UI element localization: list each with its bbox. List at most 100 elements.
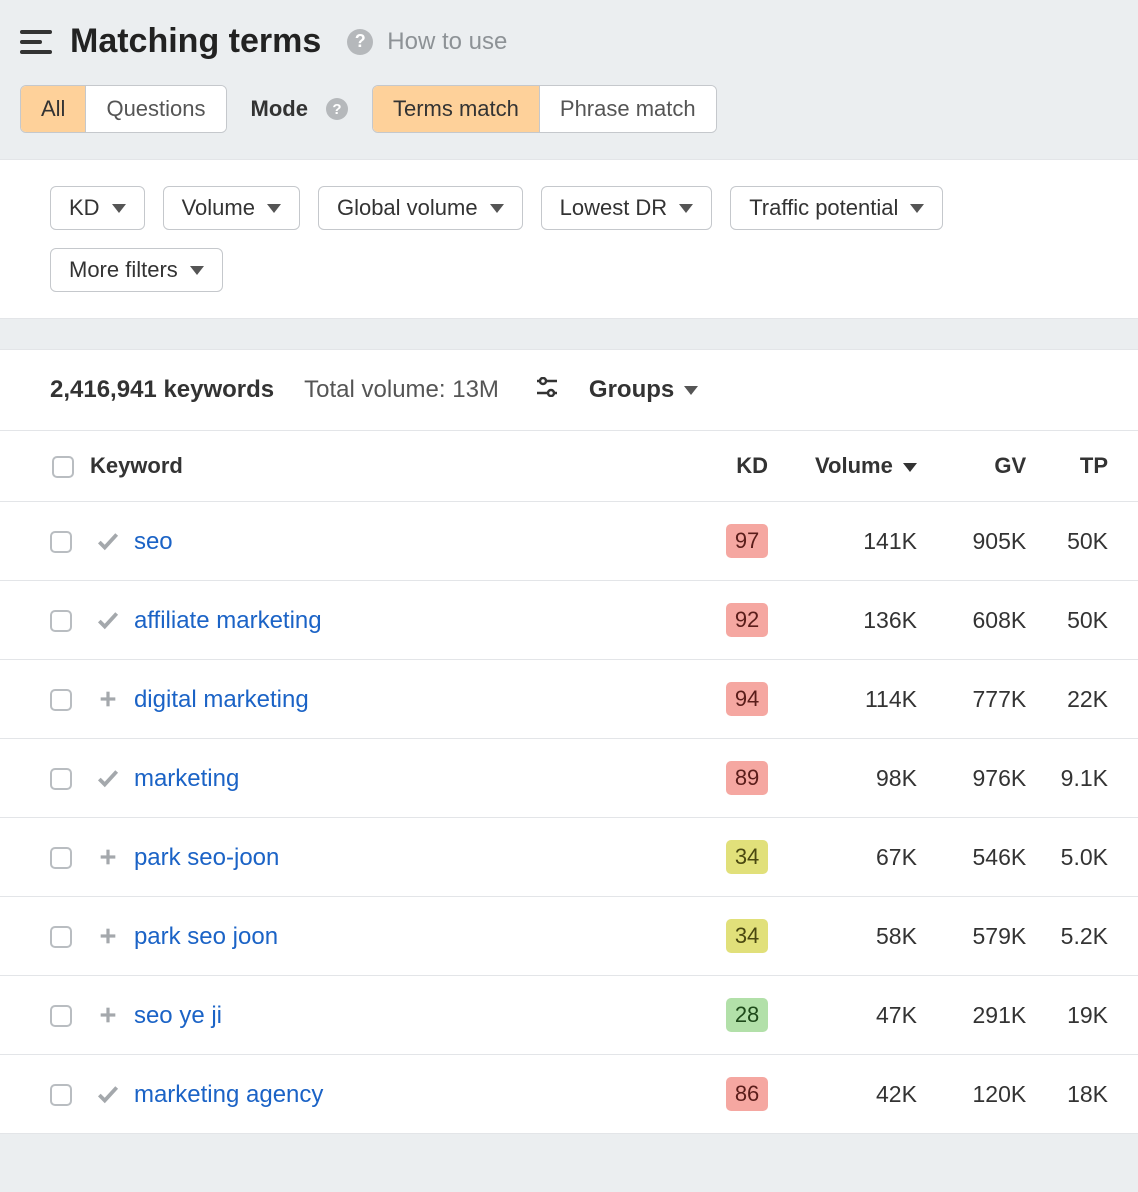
row-checkbox[interactable] bbox=[50, 847, 72, 869]
plus-icon[interactable] bbox=[94, 688, 122, 710]
groups-label: Groups bbox=[589, 376, 674, 404]
plus-icon[interactable] bbox=[94, 846, 122, 868]
row-keyword-cell: park seo joon bbox=[86, 897, 695, 976]
mode-label-text: Mode bbox=[251, 96, 308, 122]
col-header-tp[interactable]: TP bbox=[1038, 431, 1138, 502]
row-checkbox[interactable] bbox=[50, 610, 72, 632]
keyword-link[interactable]: park seo joon bbox=[134, 922, 278, 949]
check-icon[interactable] bbox=[94, 607, 122, 633]
row-tp-cell: 5.2K bbox=[1038, 897, 1138, 976]
filter-label: KD bbox=[69, 195, 100, 221]
chevron-down-icon bbox=[190, 266, 204, 275]
tab-phrase-match[interactable]: Phrase match bbox=[539, 86, 716, 132]
chevron-down-icon bbox=[684, 386, 698, 395]
row-tp-cell: 5.0K bbox=[1038, 818, 1138, 897]
chevron-down-icon bbox=[490, 204, 504, 213]
chevron-down-icon bbox=[910, 204, 924, 213]
row-keyword-cell: digital marketing bbox=[86, 660, 695, 739]
row-checkbox-cell bbox=[0, 818, 86, 897]
table-row: park seo-joon 34 67K546K5.0K bbox=[0, 818, 1138, 897]
row-volume-cell: 47K bbox=[780, 976, 929, 1055]
summary-bar: 2,416,941 keywords Total volume: 13M Gro… bbox=[0, 349, 1138, 430]
scope-toggle: All Questions bbox=[20, 85, 227, 133]
tab-all[interactable]: All bbox=[21, 86, 85, 132]
row-checkbox-cell bbox=[0, 660, 86, 739]
row-checkbox-cell bbox=[0, 581, 86, 660]
menu-icon[interactable] bbox=[20, 30, 52, 54]
row-tp-cell: 22K bbox=[1038, 660, 1138, 739]
tab-questions[interactable]: Questions bbox=[85, 86, 225, 132]
keywords-table: Keyword KD Volume GV TP seo97141K905K50K… bbox=[0, 430, 1138, 1134]
row-checkbox-cell bbox=[0, 739, 86, 818]
filter-label: Traffic potential bbox=[749, 195, 898, 221]
row-checkbox[interactable] bbox=[50, 531, 72, 553]
settings-icon[interactable] bbox=[535, 377, 559, 403]
filter-more-filters[interactable]: More filters bbox=[50, 248, 223, 292]
kd-badge: 89 bbox=[726, 761, 768, 795]
col-header-kd[interactable]: KD bbox=[695, 431, 781, 502]
table-row: park seo joon3458K579K5.2K bbox=[0, 897, 1138, 976]
filter-lowest-dr[interactable]: Lowest DR bbox=[541, 186, 713, 230]
row-keyword-cell: marketing agency bbox=[86, 1055, 695, 1134]
keyword-link[interactable]: park seo-joon bbox=[134, 843, 279, 870]
filter-global-volume[interactable]: Global volume bbox=[318, 186, 523, 230]
row-checkbox[interactable] bbox=[50, 1005, 72, 1027]
row-kd-cell: 34 bbox=[695, 818, 781, 897]
tab-terms-match[interactable]: Terms match bbox=[373, 86, 539, 132]
filter-volume[interactable]: Volume bbox=[163, 186, 300, 230]
plus-icon[interactable] bbox=[94, 925, 122, 947]
keyword-link[interactable]: marketing agency bbox=[134, 1080, 323, 1107]
filter-traffic-potential[interactable]: Traffic potential bbox=[730, 186, 943, 230]
table-row: digital marketing94114K777K22K bbox=[0, 660, 1138, 739]
col-header-volume-label: Volume bbox=[815, 453, 893, 478]
row-volume-cell: 58K bbox=[780, 897, 929, 976]
table-row: seo ye ji2847K291K19K bbox=[0, 976, 1138, 1055]
row-kd-cell: 28 bbox=[695, 976, 781, 1055]
kd-badge: 86 bbox=[726, 1077, 768, 1111]
row-checkbox-cell bbox=[0, 502, 86, 581]
plus-icon[interactable] bbox=[94, 1004, 122, 1026]
check-icon[interactable] bbox=[94, 1081, 122, 1107]
row-volume-cell: 67K bbox=[780, 818, 929, 897]
keyword-count: 2,416,941 keywords bbox=[50, 376, 274, 404]
row-kd-cell: 89 bbox=[695, 739, 781, 818]
row-tp-cell: 9.1K bbox=[1038, 739, 1138, 818]
groups-dropdown[interactable]: Groups bbox=[589, 376, 698, 404]
row-kd-cell: 97 bbox=[695, 502, 781, 581]
keyword-link[interactable]: marketing bbox=[134, 764, 239, 791]
row-gv-cell: 120K bbox=[929, 1055, 1038, 1134]
check-icon[interactable] bbox=[94, 765, 122, 791]
row-checkbox[interactable] bbox=[50, 926, 72, 948]
sort-desc-icon bbox=[903, 463, 917, 472]
keyword-link[interactable]: seo bbox=[134, 527, 173, 554]
mode-help-icon[interactable]: ? bbox=[326, 98, 348, 120]
kd-badge: 97 bbox=[726, 524, 768, 558]
help-icon[interactable]: ? bbox=[347, 29, 373, 55]
keyword-link[interactable]: seo ye ji bbox=[134, 1001, 222, 1028]
row-checkbox[interactable] bbox=[50, 1084, 72, 1106]
keyword-link[interactable]: digital marketing bbox=[134, 685, 309, 712]
filter-kd[interactable]: KD bbox=[50, 186, 145, 230]
keyword-link[interactable]: affiliate marketing bbox=[134, 606, 322, 633]
row-gv-cell: 579K bbox=[929, 897, 1038, 976]
col-header-keyword[interactable]: Keyword bbox=[86, 431, 695, 502]
row-gv-cell: 905K bbox=[929, 502, 1038, 581]
tab-row: All Questions Mode ? Terms match Phrase … bbox=[0, 85, 1138, 159]
row-gv-cell: 291K bbox=[929, 976, 1038, 1055]
row-checkbox[interactable] bbox=[50, 689, 72, 711]
col-header-checkbox[interactable] bbox=[0, 431, 86, 502]
row-checkbox[interactable] bbox=[50, 768, 72, 790]
col-header-gv[interactable]: GV bbox=[929, 431, 1038, 502]
row-gv-cell: 777K bbox=[929, 660, 1038, 739]
check-icon[interactable] bbox=[94, 528, 122, 554]
row-gv-cell: 546K bbox=[929, 818, 1038, 897]
row-tp-cell: 50K bbox=[1038, 581, 1138, 660]
col-header-volume[interactable]: Volume bbox=[780, 431, 929, 502]
page-header: Matching terms ? How to use bbox=[0, 0, 1138, 85]
filter-label: Global volume bbox=[337, 195, 478, 221]
mode-label: Mode ? bbox=[251, 96, 348, 122]
how-to-use-link[interactable]: How to use bbox=[387, 28, 507, 56]
kd-badge: 34 bbox=[726, 840, 768, 874]
row-keyword-cell: park seo-joon bbox=[86, 818, 695, 897]
table-row: affiliate marketing92136K608K50K bbox=[0, 581, 1138, 660]
